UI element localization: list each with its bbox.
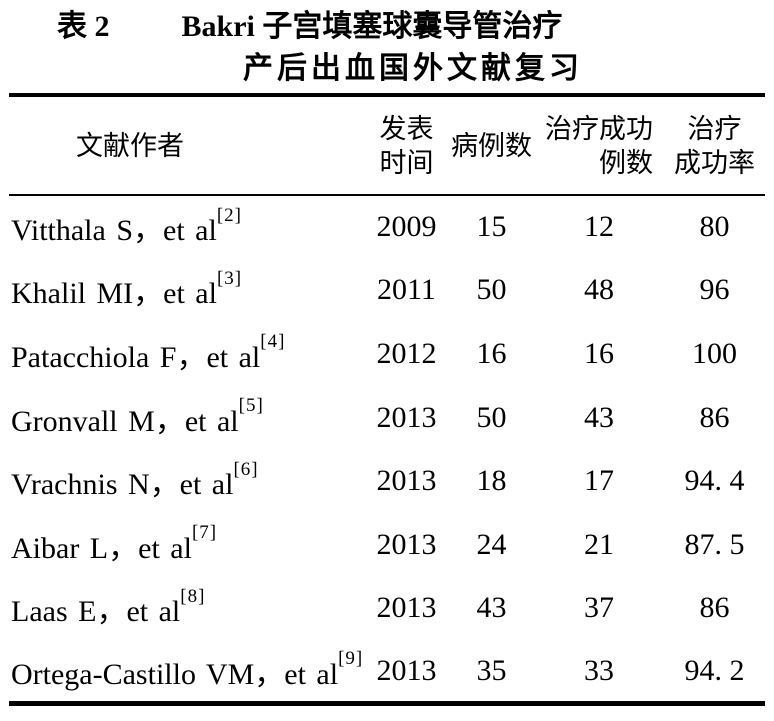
success-cases-cell: 33 [584,653,614,687]
cases-cell: 16 [476,336,507,370]
success-rate-cell: 100 [692,336,737,370]
reference-superscript: [6] [233,458,259,480]
cases-cell: 50 [476,273,507,307]
author-name: Patacchiola F，et al [11,340,261,374]
success-cases-cell: 16 [584,336,614,370]
success-rate-cell: 86 [699,400,730,434]
success-rate-cell: 94. 4 [684,464,745,498]
year-cell: 2013 [376,527,437,561]
column-header-success-cases: 治疗成功 例数 [534,95,664,195]
reference-superscript: [2] [216,204,242,226]
table-row: Aibar L，et al[7] 2013 24 21 87. 5 [9,513,765,577]
column-header-success-cases-line1: 治疗成功 [545,113,653,144]
success-rate-cell: 80 [699,210,730,244]
cases-cell: 35 [476,653,507,687]
success-cases-cell: 17 [584,464,614,498]
column-header-success-rate: 治疗 成功率 [664,95,765,195]
column-header-success-rate-line1: 治疗 [687,113,742,144]
table-header-row: 文献作者 发表 时间 病例数 治疗成功 例数 治疗 成功率 [9,95,765,195]
success-rate-cell: 94. 2 [684,653,745,687]
table-row: Vitthala S，et al[2] 2009 15 12 80 [9,195,765,259]
column-header-author: 文献作者 [9,95,364,195]
column-header-cases-label: 病例数 [451,130,532,161]
table-row: Vrachnis N，et al[6] 2013 18 17 94. 4 [9,449,765,513]
column-header-year: 发表 时间 [364,95,449,195]
success-cases-cell: 37 [584,591,614,625]
success-cases-cell: 48 [584,273,614,307]
cases-cell: 24 [476,527,507,561]
table-row: Laas E，et al[8] 2013 43 37 86 [9,577,765,641]
success-rate-cell: 86 [699,591,730,625]
author-cell: Gronvall M，et al[5] [9,386,364,450]
success-cases-cell: 12 [584,210,614,244]
year-cell: 2013 [376,591,437,625]
year-cell: 2011 [377,273,436,307]
year-cell: 2013 [376,464,437,498]
year-cell: 2012 [376,336,437,370]
cases-cell: 50 [476,400,507,434]
cases-cell: 43 [476,591,507,625]
author-cell: Vrachnis N，et al[6] [9,449,364,513]
reference-superscript: [7] [191,522,218,544]
author-cell: Laas E，et al[8] [9,577,364,641]
author-name: Vrachnis N，et al [11,468,234,502]
year-cell: 2013 [376,653,437,687]
author-name: Vitthala S，et al [11,214,217,248]
author-name: Ortega-Castillo VM，et al [11,657,339,691]
author-cell: Khalil MI，et al[3] [9,259,364,323]
author-cell: Vitthala S，et al[2] [9,195,364,259]
cases-cell: 15 [476,210,507,244]
year-cell: 2009 [376,210,437,244]
table-row: Ortega-Castillo VM，et al[9] 2013 35 33 9… [9,640,765,704]
table-title-line1: 表 2 Bakri 子宫填塞球囊导管治疗 [57,7,774,49]
success-rate-cell: 87. 5 [684,527,745,561]
success-cases-cell: 43 [584,400,614,434]
reference-superscript: [4] [260,331,286,353]
reference-superscript: [8] [180,585,206,607]
author-name: Khalil MI，et al [11,277,217,311]
column-header-author-label: 文献作者 [76,130,184,161]
success-cases-cell: 21 [584,527,614,561]
table-number-label: 表 2 [57,10,110,43]
reference-superscript: [5] [238,395,264,417]
column-header-year-line2: 时间 [379,147,434,178]
year-cell: 2013 [376,400,437,434]
table-header: 文献作者 发表 时间 病例数 治疗成功 例数 治疗 成功率 [9,95,765,195]
table-row: Gronvall M，et al[5] 2013 50 43 86 [9,386,765,450]
column-header-cases: 病例数 [449,95,534,195]
cases-cell: 18 [476,464,507,498]
literature-review-table: 文献作者 发表 时间 病例数 治疗成功 例数 治疗 成功率 Vitthala S，et… [9,93,765,707]
table-title-block: 表 2 Bakri 子宫填塞球囊导管治疗 产后出血国外文献复习 [0,0,774,93]
author-name: Laas E，et al [11,595,181,629]
author-name: Gronvall M，et al [11,404,239,438]
table-subtitle-text: 产后出血国外文献复习 [243,52,583,85]
table-body: Vitthala S，et al[2] 2009 15 12 80 Khalil… [9,195,765,704]
table-row: Patacchiola F，et al[4] 2012 16 16 100 [9,322,765,386]
table-title-text: Bakri 子宫填塞球囊导管治疗 [181,10,563,43]
column-header-year-line1: 发表 [379,113,434,144]
reference-superscript: [3] [216,267,243,289]
author-cell: Ortega-Castillo VM，et al[9] [9,640,364,704]
column-header-success-rate-line2: 成功率 [674,147,755,178]
table-row: Khalil MI，et al[3] 2011 50 48 96 [9,259,765,323]
column-header-success-cases-line2: 例数 [599,147,653,178]
success-rate-cell: 96 [699,273,730,307]
author-cell: Aibar L，et al[7] [9,513,364,577]
author-cell: Patacchiola F，et al[4] [9,322,364,386]
author-name: Aibar L，et al [11,531,192,565]
reference-superscript: [9] [338,648,364,670]
